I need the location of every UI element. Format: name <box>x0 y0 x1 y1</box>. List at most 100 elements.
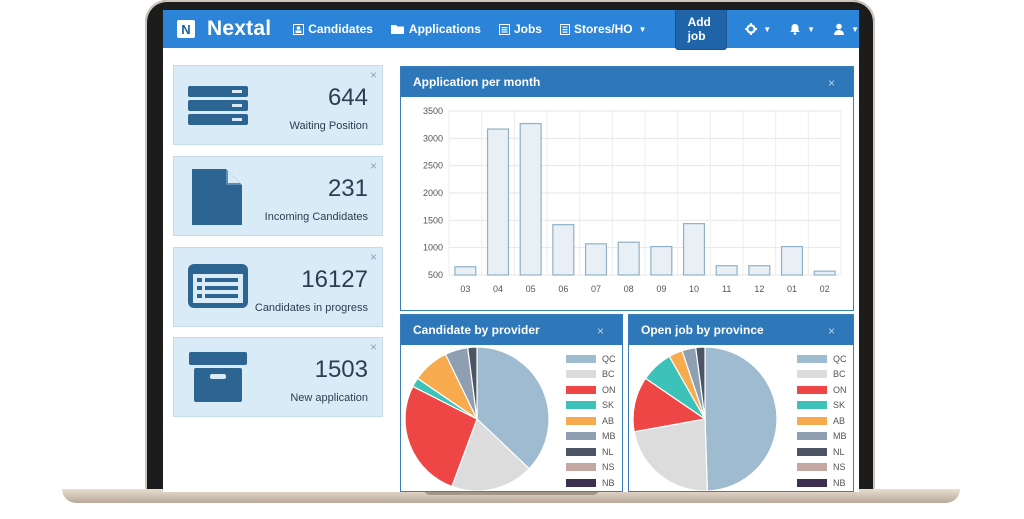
legend-swatch <box>797 447 827 456</box>
legend-swatch <box>797 432 827 441</box>
stat-card-new-application[interactable]: × 1503 New application <box>173 337 383 417</box>
brand[interactable]: N Nextal <box>177 17 271 41</box>
add-job-button[interactable]: Add job <box>674 10 728 50</box>
provider-pie-chart <box>404 346 550 491</box>
pie-slice-BC[interactable] <box>451 417 530 491</box>
panel-header: Open job by province × <box>629 315 853 345</box>
legend-item-SK[interactable]: SK <box>566 398 616 414</box>
close-icon[interactable]: × <box>827 76 835 90</box>
close-icon[interactable]: × <box>369 250 377 264</box>
notifications-menu[interactable]: ▼ <box>789 23 815 35</box>
bar-07[interactable] <box>584 243 608 276</box>
bar-01[interactable] <box>780 245 804 276</box>
nav-jobs-label: Jobs <box>513 22 542 36</box>
stat-label: New application <box>290 392 368 404</box>
chevron-down-icon: ▼ <box>638 24 647 34</box>
legend-item-MB[interactable]: MB <box>566 429 616 445</box>
bar-05[interactable] <box>519 122 542 276</box>
stat-value: 231 <box>327 175 368 202</box>
x-tick-label: 07 <box>591 284 601 294</box>
legend-item-NL[interactable]: NL <box>797 444 847 460</box>
bar-10[interactable] <box>682 223 706 276</box>
x-tick-label: 03 <box>460 284 470 294</box>
bar-06[interactable] <box>552 224 575 276</box>
legend-label: NS <box>833 462 846 473</box>
gear-icon <box>745 23 758 35</box>
legend-label: ON <box>602 384 616 395</box>
close-icon[interactable]: × <box>596 324 604 338</box>
legend-item-QC[interactable]: QC <box>566 351 616 367</box>
bar-04[interactable] <box>486 128 510 276</box>
nav-applications[interactable]: Applications <box>390 22 481 36</box>
stat-card-candidates-in-progress[interactable]: × 16127 Candidates in progress <box>173 247 383 327</box>
legend-swatch <box>797 416 827 425</box>
candidates-icon <box>293 23 305 35</box>
legend-swatch <box>566 416 596 425</box>
pie-slice-QC[interactable] <box>476 346 550 470</box>
brand-logo: N <box>177 20 195 38</box>
legend-item-NB[interactable]: NB <box>566 475 616 491</box>
legend-label: NL <box>602 446 614 457</box>
bell-icon <box>790 24 801 35</box>
nav-stores-ho[interactable]: Stores/HO ▼ <box>559 22 647 36</box>
legend-item-AB[interactable]: AB <box>566 413 616 429</box>
nav-jobs[interactable]: Jobs <box>498 22 542 36</box>
legend-label: MB <box>602 431 616 442</box>
x-tick-label: 11 <box>722 284 731 294</box>
legend-item-BC[interactable]: BC <box>566 367 616 383</box>
legend-swatch <box>566 463 596 472</box>
panel-title: Application per month <box>413 75 541 89</box>
stat-label: Waiting Position <box>289 120 368 132</box>
id-card-icon <box>188 264 248 308</box>
settings-menu[interactable]: ▼ <box>745 23 771 35</box>
bar-08[interactable] <box>617 241 640 276</box>
legend-label: QC <box>833 353 847 364</box>
legend-swatch <box>797 354 827 363</box>
stat-card-incoming-candidates[interactable]: × 231 Incoming Candidates <box>173 156 383 236</box>
legend-swatch <box>797 478 827 487</box>
pie-slice-NL[interactable] <box>467 346 478 420</box>
bar-11[interactable] <box>715 265 738 276</box>
close-icon[interactable]: × <box>369 340 377 354</box>
y-tick-label: 2500 <box>423 161 443 171</box>
y-tick-label: 3000 <box>423 133 443 143</box>
top-navbar: N Nextal Candidates Applications Jobs St… <box>163 10 859 50</box>
nav-candidates-label: Candidates <box>308 22 373 36</box>
pie-slice-QC[interactable] <box>704 346 778 491</box>
y-tick-label: 1000 <box>423 243 443 253</box>
pie-slice-ON[interactable] <box>404 385 478 488</box>
chevron-down-icon: ▼ <box>807 24 816 34</box>
legend-item-QC[interactable]: QC <box>797 351 847 367</box>
legend-label: AB <box>833 415 846 426</box>
bar-02[interactable] <box>813 270 836 276</box>
legend-label: BC <box>833 369 846 380</box>
legend-item-SK[interactable]: SK <box>797 398 847 414</box>
jobs-list-icon <box>498 23 510 35</box>
user-menu[interactable]: ▼ <box>833 23 859 35</box>
bar-03[interactable] <box>454 266 477 276</box>
legend-item-ON[interactable]: ON <box>797 382 847 398</box>
legend-item-NS[interactable]: NS <box>566 460 616 476</box>
province-pie-chart <box>632 346 778 491</box>
legend-label: SK <box>833 400 846 411</box>
close-icon[interactable]: × <box>827 324 835 338</box>
close-icon[interactable]: × <box>369 159 377 173</box>
legend-swatch <box>566 354 596 363</box>
legend-item-ON[interactable]: ON <box>566 382 616 398</box>
pie-slice-NL[interactable] <box>695 346 706 420</box>
legend-item-NB[interactable]: NB <box>797 475 847 491</box>
legend-item-NL[interactable]: NL <box>566 444 616 460</box>
bar-12[interactable] <box>748 265 771 276</box>
legend-item-BC[interactable]: BC <box>797 367 847 383</box>
pie-slice-BC[interactable] <box>633 418 708 491</box>
close-icon[interactable]: × <box>369 68 377 82</box>
bar-09[interactable] <box>650 245 673 276</box>
nav-candidates[interactable]: Candidates <box>293 22 373 36</box>
stat-card-waiting-position[interactable]: × 644 Waiting Position <box>173 65 383 145</box>
applications-bar-chart: 500 1000 1500 2000 2500 3000 3500 03 04 05 06 07 08 0… <box>423 106 842 294</box>
legend-item-MB[interactable]: MB <box>797 429 847 445</box>
legend-item-NS[interactable]: NS <box>797 460 847 476</box>
province-legend: QC BC ON SK AB MB NL NS NB <box>797 351 847 491</box>
legend-item-AB[interactable]: AB <box>797 413 847 429</box>
